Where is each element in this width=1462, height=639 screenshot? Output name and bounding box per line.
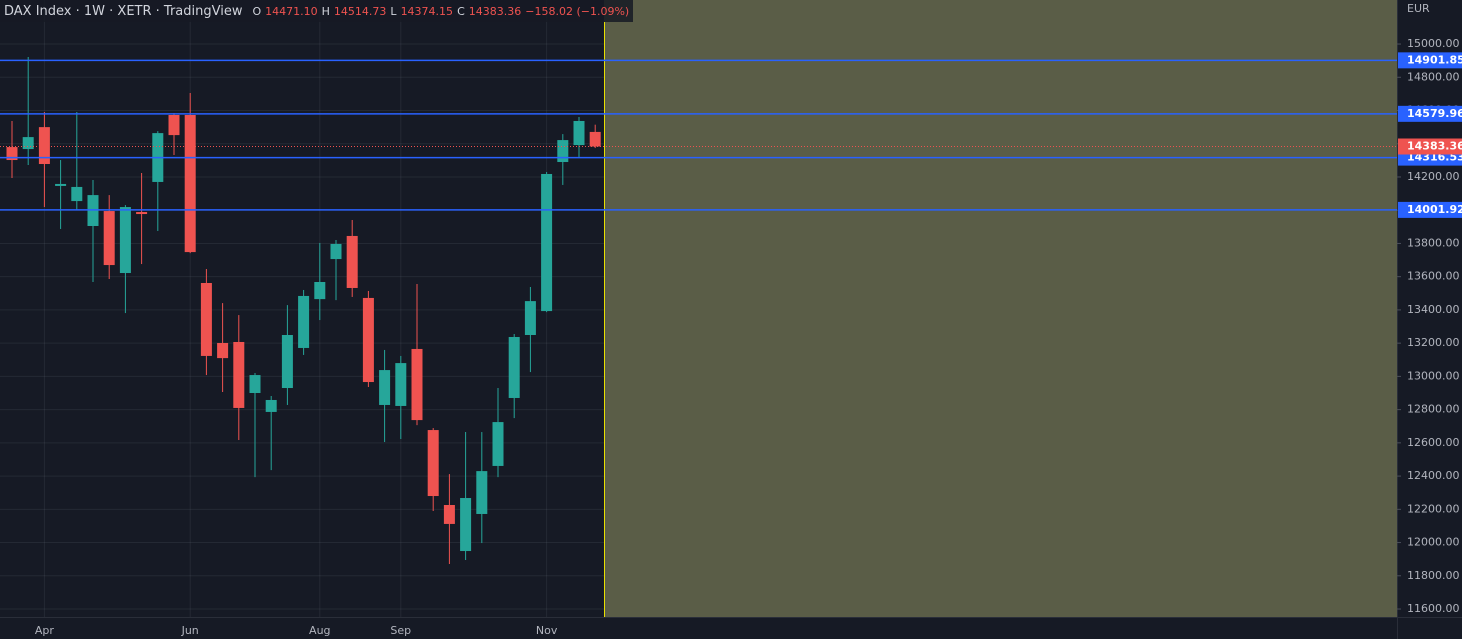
level-label-bg <box>1398 105 1462 122</box>
ohlc-value: 14514.73 <box>333 4 387 18</box>
candle-body <box>281 335 293 389</box>
level-label: 14001.92 <box>1407 203 1462 216</box>
candle-body <box>541 173 553 312</box>
chart-title: DAX Index · 1W · XETR · TradingView <box>4 3 243 19</box>
candle-body <box>314 281 326 300</box>
candle-body <box>427 430 439 497</box>
candle-body <box>249 375 261 393</box>
ohlc-value: 14374.15 <box>400 4 454 18</box>
candle-body <box>184 114 196 253</box>
y-tick-label: 13200.00 <box>1407 336 1460 349</box>
ohlc-key: O <box>252 4 262 18</box>
highlight-zone <box>604 0 1397 617</box>
ohlc-value: 14471.10 <box>265 4 318 18</box>
level-label-bg <box>1398 201 1462 218</box>
y-tick-label: 14200.00 <box>1407 170 1460 183</box>
last-price-label: 14383.36 <box>1407 140 1462 153</box>
y-tick-label: 14800.00 <box>1407 70 1460 83</box>
y-tick-label: 12800.00 <box>1407 403 1460 416</box>
y-tick-label: 11600.00 <box>1407 602 1460 615</box>
x-tick-label: Sep <box>390 624 411 637</box>
ohlc-key: H <box>321 4 330 18</box>
ohlc-value: 14383.36 <box>468 4 522 18</box>
level-label-bg <box>1398 52 1462 69</box>
candle-body <box>443 504 455 524</box>
candle-body <box>168 114 180 136</box>
y-tick-label: 12400.00 <box>1407 469 1460 482</box>
candle-body <box>476 471 488 514</box>
candle-body <box>217 342 229 359</box>
candle-body <box>22 137 34 150</box>
ohlc-key: C <box>457 4 465 18</box>
y-tick-label: 13400.00 <box>1407 303 1460 316</box>
candle-body <box>103 211 115 266</box>
candle-body <box>411 348 423 421</box>
candle-body <box>55 183 67 186</box>
x-tick-label: Nov <box>536 624 558 637</box>
x-tick-label: Apr <box>35 624 55 637</box>
candle-body <box>6 147 18 161</box>
candle-body <box>119 207 131 274</box>
candle-body <box>508 336 520 398</box>
candle-body <box>136 212 148 215</box>
candle-body <box>492 422 504 466</box>
y-tick-label: 13000.00 <box>1407 369 1460 382</box>
y-tick-label: 15000.00 <box>1407 37 1460 50</box>
candle-body <box>460 498 472 552</box>
y-tick-label: 13800.00 <box>1407 236 1460 249</box>
candle-body <box>200 282 212 356</box>
y-tick-label: 11800.00 <box>1407 569 1460 582</box>
x-tick-label: Jun <box>181 624 199 637</box>
candle-body <box>330 243 342 260</box>
candle-body <box>233 341 245 408</box>
candle-body <box>298 295 310 348</box>
candle-body <box>573 120 585 146</box>
x-tick-label: Aug <box>309 624 330 637</box>
candle-body <box>589 131 601 147</box>
candle-body <box>71 186 83 202</box>
candle-body <box>265 399 277 412</box>
last-price-label-bg <box>1398 138 1462 155</box>
level-label: 14579.96 <box>1407 107 1462 120</box>
candle-body <box>379 370 391 405</box>
y-tick-label: 12200.00 <box>1407 502 1460 515</box>
candle-body <box>362 297 374 383</box>
currency-label: EUR <box>1407 2 1430 15</box>
candle-body <box>346 235 358 288</box>
candle-body <box>557 140 569 163</box>
candle-body <box>38 127 50 165</box>
y-tick-label: 12000.00 <box>1407 536 1460 549</box>
candle-body <box>395 363 407 406</box>
y-tick-label: 13600.00 <box>1407 270 1460 283</box>
price-change: −158.02 (−1.09%) <box>525 4 630 18</box>
level-label: 14901.85 <box>1407 53 1462 66</box>
y-tick-label: 12600.00 <box>1407 436 1460 449</box>
candle-body <box>524 301 536 336</box>
chart-header: DAX Index · 1W · XETR · TradingView O 144… <box>0 0 634 22</box>
ohlc-key: L <box>390 4 397 18</box>
